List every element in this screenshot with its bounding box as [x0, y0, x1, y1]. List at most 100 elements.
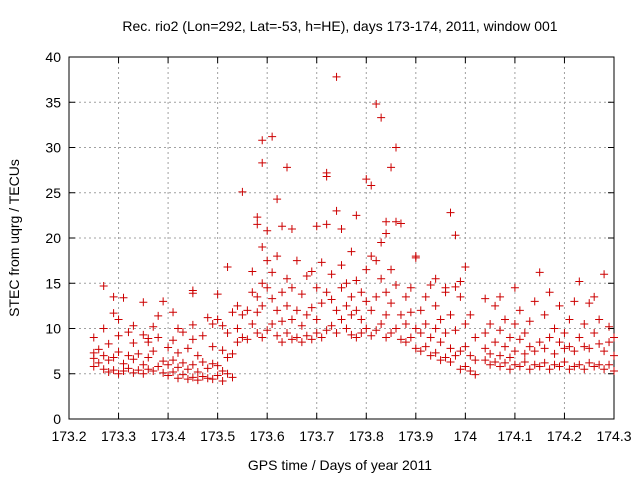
data-point	[431, 348, 440, 357]
data-point	[610, 333, 618, 342]
x-tick-label: 173.4	[151, 428, 186, 444]
data-point	[208, 375, 217, 384]
data-point	[193, 351, 202, 360]
y-tick-label: 35	[45, 94, 61, 110]
data-point	[595, 315, 604, 324]
data-point	[436, 338, 445, 347]
data-point	[109, 292, 118, 301]
data-point	[510, 283, 519, 292]
data-point	[174, 324, 182, 333]
data-point	[600, 347, 609, 356]
data-point	[466, 351, 475, 360]
data-point	[510, 319, 519, 328]
data-point	[283, 301, 291, 310]
data-point	[119, 293, 128, 302]
data-point	[362, 297, 371, 306]
data-point	[104, 367, 113, 376]
x-tick-label: 173.5	[200, 428, 235, 444]
data-point	[258, 158, 267, 167]
data-point	[307, 267, 316, 276]
data-point	[317, 333, 326, 342]
data-point	[496, 351, 505, 360]
data-point	[218, 376, 227, 385]
x-tick-label: 174.3	[596, 428, 631, 444]
data-point	[99, 281, 108, 290]
y-tick-label: 15	[45, 275, 61, 291]
data-point	[213, 290, 222, 299]
data-point	[525, 365, 534, 374]
data-point	[213, 361, 222, 370]
data-point	[372, 292, 381, 301]
data-point	[456, 292, 465, 301]
data-point	[515, 335, 524, 344]
data-point	[510, 360, 519, 369]
data-point	[421, 292, 430, 301]
data-point	[501, 358, 509, 367]
data-point	[461, 342, 470, 351]
data-point	[580, 319, 589, 328]
data-point	[387, 299, 396, 308]
y-axis-label: STEC from uqrg / TECUs	[6, 159, 22, 317]
data-point	[550, 324, 559, 333]
data-point	[208, 359, 217, 368]
data-point	[342, 279, 351, 288]
data-point	[491, 338, 500, 347]
data-point	[496, 326, 505, 335]
data-point	[590, 292, 599, 301]
data-point	[169, 356, 178, 365]
data-point	[515, 362, 524, 371]
data-point	[560, 344, 569, 353]
data-point	[317, 299, 326, 308]
data-point	[312, 222, 321, 231]
data-point	[188, 289, 197, 298]
data-point	[352, 333, 361, 342]
data-point	[510, 347, 519, 356]
data-point	[421, 319, 430, 328]
data-point	[401, 292, 410, 301]
data-point	[471, 370, 480, 379]
data-point	[525, 317, 534, 326]
data-point	[253, 329, 262, 338]
data-point	[159, 368, 168, 377]
data-point	[273, 252, 282, 261]
data-point	[382, 217, 391, 226]
data-point	[124, 351, 133, 360]
data-point	[292, 306, 301, 315]
data-point	[411, 344, 420, 353]
data-point	[159, 357, 168, 366]
data-point	[416, 347, 425, 356]
data-point	[347, 247, 356, 256]
x-tick-label: 173.6	[250, 428, 285, 444]
data-point	[169, 308, 178, 317]
data-point	[223, 353, 232, 362]
data-point	[263, 256, 272, 265]
data-point	[451, 351, 460, 360]
data-point	[253, 220, 262, 229]
data-point	[258, 243, 267, 252]
data-point	[178, 370, 187, 379]
data-point	[233, 338, 242, 347]
data-point	[144, 353, 153, 362]
data-point	[377, 319, 386, 328]
data-point	[337, 224, 346, 233]
data-point	[411, 253, 420, 262]
data-point	[164, 343, 173, 352]
data-point	[392, 324, 400, 333]
data-point	[530, 360, 539, 369]
data-point	[406, 308, 415, 317]
data-point	[570, 362, 579, 371]
data-point	[515, 306, 524, 315]
data-point	[203, 364, 212, 373]
data-point	[387, 329, 396, 338]
data-point	[297, 338, 306, 347]
data-point	[451, 326, 460, 335]
data-point	[466, 367, 475, 376]
data-point	[530, 297, 539, 306]
data-point	[595, 339, 604, 348]
data-point	[605, 360, 614, 369]
data-point	[332, 206, 341, 215]
data-point	[451, 231, 460, 240]
data-point	[129, 321, 138, 330]
data-point	[119, 359, 128, 368]
data-point	[441, 288, 450, 297]
